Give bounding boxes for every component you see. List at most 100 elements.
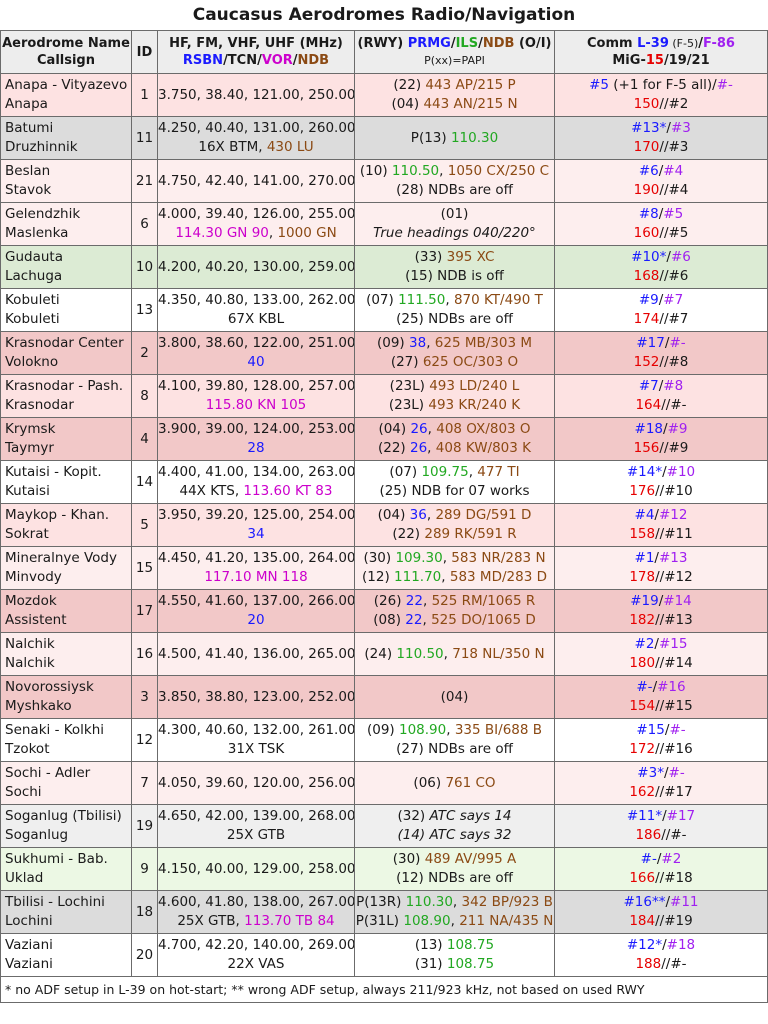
text-segment: #16** (623, 894, 666, 910)
frequency-cell: 4.300, 40.60, 132.00, 261.00 31X TSK (157, 718, 355, 762)
text-segment: (10) (359, 163, 392, 179)
aerodrome-name: Anapa - Vityazevo (5, 77, 128, 93)
aerodrome-name: Kutaisi - Kopit. (5, 464, 102, 480)
frequency-line: 4.600, 41.80, 138.00, 267.00 (159, 893, 354, 912)
aerodrome-id: 10 (131, 245, 158, 289)
comm-line: 180//#14 (556, 654, 767, 673)
frequency-cell: 4.000, 39.40, 126.00, 255.00 114.30 GN 90… (157, 202, 355, 246)
frequency-line: 25X GTB (159, 826, 354, 845)
aerodrome-name: Nalchik (5, 636, 55, 652)
header-aerodrome-name: Aerodrome Name (2, 36, 130, 51)
text-segment: //#3 (659, 139, 689, 155)
text-segment: RSBN (182, 53, 224, 68)
text-segment: 395 XC (446, 249, 495, 265)
comm-line: #-/#16 (556, 678, 767, 697)
text-segment: 25X GTB (226, 827, 286, 843)
text-segment: 170 (633, 139, 660, 155)
runway-line: (23L) 493 KR/240 K (356, 396, 554, 415)
runway-line: (04) 443 AN/215 N (356, 95, 554, 114)
comm-line: 158//#11 (556, 525, 767, 544)
text-segment: ATC says 14 (429, 808, 512, 824)
runway-cell: (07) 109.75, 477 TI (25) NDB for 07 works (354, 460, 555, 504)
text-segment: 4.000, 39.40, 126.00, 255.00 (158, 206, 355, 222)
comm-cell: #2/#15 180//#14 (554, 632, 768, 676)
header-comm-l39: Comm L-39 (F-5)/F-86 (556, 35, 767, 52)
text-segment: (23L) (388, 397, 429, 413)
text-segment: 113.70 TB 84 (244, 913, 335, 929)
frequency-line: 34 (159, 525, 354, 544)
runway-line: (26) 22, 525 RM/1065 R (356, 592, 554, 611)
text-segment: 110.30 (405, 894, 453, 910)
comm-line: 178//#12 (556, 568, 767, 587)
text-segment: 493 LD/240 L (429, 378, 520, 394)
text-segment: (22) (392, 526, 425, 542)
comm-cell: #15/#- 172//#16 (554, 718, 768, 762)
comm-line: #5 (+1 for F-5 all)/#- (556, 76, 767, 95)
comm-line: #19/#14 (556, 592, 767, 611)
text-segment: 25X GTB, (177, 913, 245, 929)
text-segment: / (658, 378, 664, 394)
table-row: Vaziani Vaziani 20 4.700, 42.20, 140.00, 26… (0, 933, 768, 977)
frequency-line: 4.100, 39.80, 128.00, 257.00 (158, 377, 355, 396)
text-segment: 3.850, 38.80, 123.00, 252.00 (158, 688, 355, 705)
aerodrome-cell: Krymsk Taymyr (0, 417, 132, 461)
text-segment: 164 (635, 397, 662, 413)
comm-line: 150//#2 (556, 95, 767, 114)
text-segment: #17 (636, 335, 665, 351)
runway-line: (24) 110.50, 718 NL/350 N (356, 645, 554, 664)
text-segment: (04) (391, 96, 424, 112)
runway-line: (22) 26, 408 KW/803 K (356, 439, 554, 458)
text-segment: / (658, 593, 664, 609)
runway-line: (23L) 493 LD/240 L (356, 377, 554, 396)
aerodrome-id: 4 (131, 417, 158, 461)
aerodrome-name: Senaki - Kolkhi (5, 722, 105, 738)
table-header-row: Aerodrome Name Callsign ID HF, FM, VHF, … (0, 30, 768, 74)
text-segment: #7 (663, 292, 684, 308)
runway-line: (12) 111.70, 583 MD/283 D (356, 568, 554, 587)
comm-line: #13*/#3 (556, 119, 767, 138)
text-segment: MiG- (612, 53, 646, 68)
text-segment: #17 (666, 808, 696, 824)
text-segment: 525 DO/1065 D (431, 612, 536, 628)
header-callsign: Callsign (37, 53, 95, 68)
text-segment: , (445, 292, 454, 308)
aerodrome-cell: Nalchik Nalchik (0, 632, 132, 676)
text-segment: 109.30 (395, 550, 443, 566)
frequency-cell: 3.850, 38.80, 123.00, 252.00 (157, 675, 355, 719)
comm-line: #12*/#18 (556, 936, 767, 955)
runway-line: P(31L) 108.90, 211 NA/435 N (356, 912, 554, 931)
comm-line: #18/#9 (556, 420, 767, 439)
text-segment: / (663, 765, 669, 781)
text-segment: #- (669, 335, 686, 351)
text-segment: //#14 (655, 655, 693, 671)
text-segment: #9 (638, 292, 659, 308)
runway-cell: (24) 110.50, 718 NL/350 N (354, 632, 555, 676)
text-segment: 4.100, 39.80, 128.00, 257.00 (158, 378, 355, 394)
frequency-line: 40 (159, 353, 354, 372)
comm-cell: #8/#5 160//#5 (554, 202, 768, 246)
text-segment: #10 (666, 464, 696, 480)
aerodrome-callsign: Sochi (5, 784, 42, 800)
runway-cell: (30) 489 AV/995 A (12) NDBs are off (354, 847, 555, 891)
text-segment: , (452, 894, 462, 910)
text-segment: //#4 (659, 182, 689, 198)
frequency-line: 4.400, 41.00, 134.00, 263.00 (159, 463, 354, 482)
header-frequencies: HF, FM, VHF, UHF (MHz) RSBN/TCN/VOR/NDB (157, 30, 355, 74)
header-rwy-nav: (RWY) PRMG/ILS/NDB (O/I) (356, 35, 554, 52)
table-row: Sukhumi - Bab. Uklad 9 4.150, 40.00, 129.00… (0, 847, 768, 891)
text-segment: 110.30 (450, 129, 499, 146)
aerodrome-id: 14 (131, 460, 158, 504)
aerodrome-name: Beslan (5, 163, 51, 179)
runway-line: (14) ATC says 32 (356, 826, 554, 845)
runway-line: (06) 761 CO (356, 774, 554, 793)
text-segment: 4.650, 42.00, 139.00, 268.00 (158, 808, 355, 824)
text-segment: #5 (663, 206, 684, 222)
frequency-line: 114.30 GN 90, 1000 GN (159, 224, 354, 243)
header-freq-nav: RSBN/TCN/VOR/NDB (159, 52, 354, 69)
text-segment: , (426, 335, 435, 351)
frequency-line: 4.450, 41.20, 135.00, 264.00 (159, 549, 354, 568)
text-segment: 174 (633, 311, 660, 327)
text-segment: 3.900, 39.00, 124.00, 253.00 (158, 421, 355, 437)
aerodrome-name: Gudauta (5, 249, 63, 265)
text-segment: 156 (633, 440, 660, 456)
